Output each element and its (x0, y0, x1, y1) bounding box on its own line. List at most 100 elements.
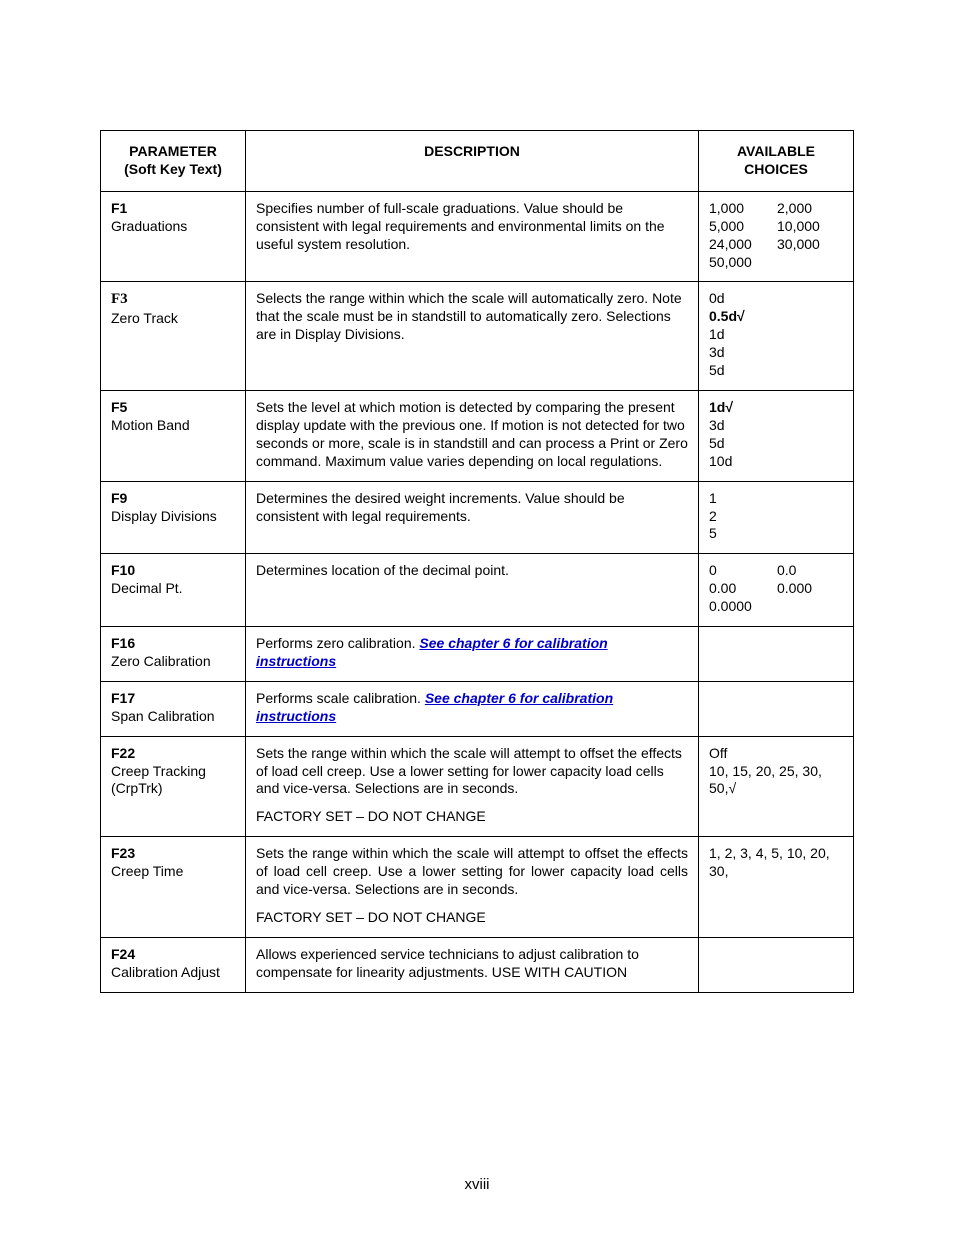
desc-cell: Performs zero calibration. See chapter 6… (246, 627, 699, 682)
desc-cell: Sets the range within which the scale wi… (246, 736, 699, 837)
choices-cell: 1 2 5 (699, 481, 854, 554)
param-cell: F1 Graduations (101, 191, 246, 282)
choices-cell (699, 627, 854, 682)
choice: 0.5d√ (709, 308, 843, 326)
choice: 10d (709, 453, 843, 471)
choices-list: 1, 2, 3, 4, 5, 10, 20, 30, (709, 845, 843, 881)
header-row: PARAMETER (Soft Key Text) DESCRIPTION AV… (101, 131, 854, 192)
choices-cell: 0d 0.5d√ 1d 3d 5d (699, 282, 854, 391)
choice: Off (709, 745, 843, 763)
choice: 2 (709, 508, 843, 526)
param-name: Zero Calibration (111, 653, 235, 671)
choices-list: 0d 0.5d√ 1d 3d 5d (709, 290, 843, 380)
param-code: F22 (111, 745, 235, 763)
choices-list: 1d√ 3d 5d 10d (709, 399, 843, 471)
choice: 24,000 (709, 236, 775, 254)
param-cell: F22 Creep Tracking (CrpTrk) (101, 736, 246, 837)
desc-text-2: FACTORY SET – DO NOT CHANGE (256, 808, 688, 826)
param-name: Graduations (111, 218, 235, 236)
choice: 5d (709, 435, 843, 453)
choice: 0d (709, 290, 843, 308)
row-f10: F10 Decimal Pt. Determines location of t… (101, 554, 854, 627)
header-choices-line2: CHOICES (744, 161, 808, 177)
desc-prefix: Performs scale calibration. (256, 690, 425, 706)
desc-cell: Determines the desired weight increments… (246, 481, 699, 554)
header-param-line1: PARAMETER (129, 143, 217, 159)
choice: 1 (709, 490, 843, 508)
desc-cell: Selects the range within which the scale… (246, 282, 699, 391)
choice: 30,000 (777, 236, 843, 254)
choice: 5 (709, 525, 843, 543)
choice: 0.0000 (709, 598, 775, 616)
param-code: F1 (111, 200, 235, 218)
param-cell: F9 Display Divisions (101, 481, 246, 554)
header-parameter: PARAMETER (Soft Key Text) (101, 131, 246, 192)
param-code: F24 (111, 946, 235, 964)
param-name: Motion Band (111, 417, 235, 435)
choices-cell (699, 937, 854, 992)
choice: 3d (709, 344, 843, 362)
choice: 5,000 (709, 218, 775, 236)
param-name: Creep Tracking (CrpTrk) (111, 763, 235, 799)
choices-cell: 0 0.0 0.00 0.000 0.0000 (699, 554, 854, 627)
param-name: Decimal Pt. (111, 580, 235, 598)
desc-cell: Specifies number of full-scale graduatio… (246, 191, 699, 282)
param-name: Calibration Adjust (111, 964, 235, 982)
page: PARAMETER (Soft Key Text) DESCRIPTION AV… (0, 0, 954, 1235)
param-code: F16 (111, 635, 235, 653)
header-choices: AVAILABLE CHOICES (699, 131, 854, 192)
row-f3: F3 Zero Track Selects the range within w… (101, 282, 854, 391)
row-f22: F22 Creep Tracking (CrpTrk) Sets the ran… (101, 736, 854, 837)
param-cell: F16 Zero Calibration (101, 627, 246, 682)
choices-grid: 1,000 2,000 5,000 10,000 24,000 30,000 5… (709, 200, 843, 272)
param-name: Span Calibration (111, 708, 235, 726)
choices-list: Off 10, 15, 20, 25, 30, 50,√ (709, 745, 843, 799)
choice: 0.00 (709, 580, 775, 598)
param-cell: F5 Motion Band (101, 390, 246, 481)
choice: 0 (709, 562, 775, 580)
row-f16: F16 Zero Calibration Performs zero calib… (101, 627, 854, 682)
param-code: F17 (111, 690, 235, 708)
row-f5: F5 Motion Band Sets the level at which m… (101, 390, 854, 481)
param-cell: F23 Creep Time (101, 837, 246, 938)
choices-grid: 0 0.0 0.00 0.000 0.0000 (709, 562, 843, 616)
choice: 0.0 (777, 562, 843, 580)
desc-cell: Performs scale calibration. See chapter … (246, 681, 699, 736)
header-param-line2: (Soft Key Text) (124, 161, 222, 177)
choice: 1,000 (709, 200, 775, 218)
desc-text-2: FACTORY SET – DO NOT CHANGE (256, 909, 688, 927)
param-code: F23 (111, 845, 235, 863)
choice: 10,000 (777, 218, 843, 236)
param-name: Creep Time (111, 863, 235, 881)
param-cell: F24 Calibration Adjust (101, 937, 246, 992)
header-description: DESCRIPTION (246, 131, 699, 192)
choice (777, 254, 843, 272)
param-name: Zero Track (111, 310, 235, 328)
param-cell: F3 Zero Track (101, 282, 246, 391)
choice: 0.000 (777, 580, 843, 598)
desc-text-1: Sets the range within which the scale wi… (256, 745, 688, 799)
desc-cell: Sets the range within which the scale wi… (246, 837, 699, 938)
choice (777, 598, 843, 616)
param-code: F9 (111, 490, 235, 508)
param-code: F3 (111, 290, 235, 309)
row-f1: F1 Graduations Specifies number of full-… (101, 191, 854, 282)
choice: 2,000 (777, 200, 843, 218)
choices-cell (699, 681, 854, 736)
desc-cell: Determines location of the decimal point… (246, 554, 699, 627)
choices-cell: Off 10, 15, 20, 25, 30, 50,√ (699, 736, 854, 837)
choice: 50,000 (709, 254, 775, 272)
desc-prefix: Performs zero calibration. (256, 635, 419, 651)
choice: 1d (709, 326, 843, 344)
choices-list: 1 2 5 (709, 490, 843, 544)
row-f9: F9 Display Divisions Determines the desi… (101, 481, 854, 554)
choice: 1d√ (709, 399, 843, 417)
row-f17: F17 Span Calibration Performs scale cali… (101, 681, 854, 736)
choice: 1, 2, 3, 4, 5, 10, 20, 30, (709, 845, 843, 881)
page-number: xviii (0, 1176, 954, 1193)
choice: 5d (709, 362, 843, 380)
choice: 10, 15, 20, 25, 30, 50,√ (709, 763, 843, 799)
param-code: F5 (111, 399, 235, 417)
choices-cell: 1, 2, 3, 4, 5, 10, 20, 30, (699, 837, 854, 938)
param-code: F10 (111, 562, 235, 580)
